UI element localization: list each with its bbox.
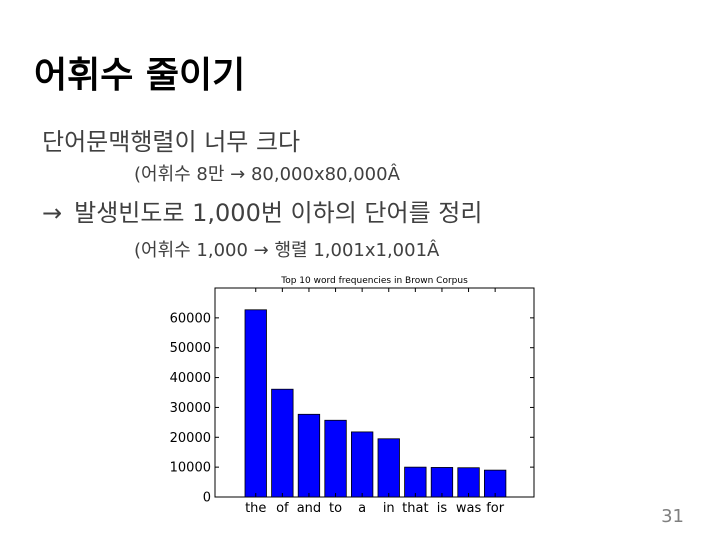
bar-is [430,467,454,498]
bar-to [324,419,347,498]
y-tick-label: 10000 [170,461,211,476]
text-line-2: (어휘수 8만 → 80,000x80,000Â [134,164,400,185]
y-tick-label: 30000 [170,401,211,416]
bar-the [244,309,267,498]
y-tick-label: 40000 [170,371,211,386]
x-tick-label: to [329,501,342,516]
bar-a [350,431,374,498]
text-line-1: 단어문맥행렬이 너무 크다 [42,128,301,156]
text-line-3-content: 발생빈도로 1,000번 이하의 단어를 정리 [74,199,483,227]
text-line-4: (어휘수 1,000 → 행렬 1,001x1,001Â [134,240,440,261]
x-tick-label: in [383,501,395,516]
x-tick-label: the [245,501,266,516]
plot-frame [214,287,535,498]
bar-in [377,438,400,498]
y-tick-label: 60000 [170,311,211,326]
x-tick-label: of [276,501,289,516]
bar-that [404,466,427,498]
x-tick-label: for [486,501,505,516]
x-tick-label: a [358,501,366,516]
slide-title: 어휘수 줄이기 [34,55,246,96]
x-tick-label: that [402,501,428,516]
x-tick-label: and [297,501,321,516]
y-tick-label: 0 [203,491,211,506]
bar-and [297,413,321,498]
y-tick-label: 20000 [170,431,211,446]
x-tick-label: was [456,501,482,516]
page-number: 31 [661,506,684,527]
y-tick-label: 50000 [170,341,211,356]
bar-was [457,467,480,498]
text-line-3: → 발생빈도로 1,000번 이하의 단어를 정리 [42,193,482,228]
arrow-icon: → [42,199,63,227]
chart-title: Top 10 word frequencies in Brown Corpus [280,276,468,286]
bar-of [271,388,294,498]
bar-chart: Top 10 word frequencies in Brown Corpus 0… [170,276,535,516]
bar-for [483,469,507,498]
x-tick-label: is [437,501,448,516]
